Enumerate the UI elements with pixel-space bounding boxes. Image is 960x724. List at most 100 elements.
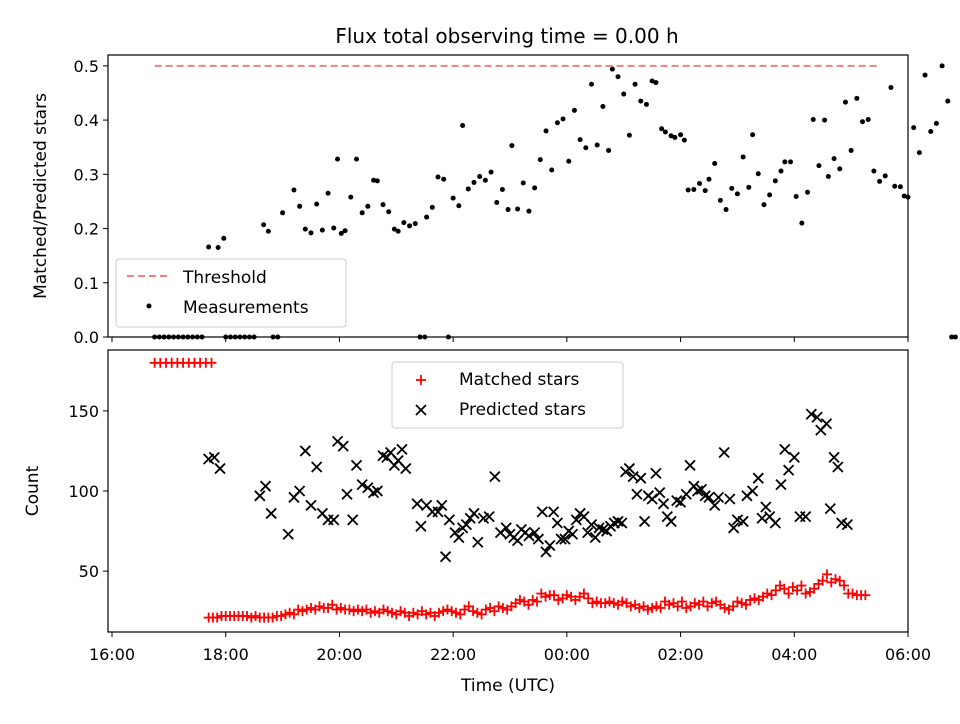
predicted-star-point: [453, 531, 465, 544]
bottom-x-tick-label: 06:00: [885, 645, 931, 664]
predicted-star-point: [585, 519, 598, 531]
measurement-point: [734, 191, 740, 197]
predicted-star-point: [367, 486, 380, 499]
predicted-star-point: [254, 490, 266, 502]
measurement-point: [594, 142, 600, 148]
legend-matched-swatch: [416, 375, 426, 385]
matched-star-point: [480, 604, 491, 615]
measurement-point: [952, 334, 958, 340]
measurement-point: [465, 186, 471, 192]
predicted-star-point: [788, 451, 800, 463]
predicted-star-point: [709, 499, 721, 512]
measurement-point: [865, 117, 871, 123]
measurement-point: [901, 193, 907, 199]
predicted-star-point: [356, 478, 368, 491]
measurement-point: [577, 137, 583, 143]
measurement-point: [822, 117, 828, 123]
legend-predicted-swatch: [415, 404, 427, 416]
measurement-point: [831, 156, 837, 162]
measurement-point: [621, 91, 627, 97]
predicted-star-point: [311, 461, 323, 473]
predicted-star-point: [460, 519, 473, 531]
matched-star-point: [634, 602, 645, 613]
matched-star-point: [796, 580, 807, 591]
measurement-point: [842, 99, 848, 105]
matched-star-point: [651, 601, 662, 612]
measurement-point: [767, 192, 773, 198]
measurement-point: [412, 221, 418, 227]
measurement-point: [537, 157, 543, 163]
measurement-point: [778, 168, 784, 174]
predicted-star-point: [654, 486, 666, 499]
matched-star-point: [532, 596, 543, 607]
measurement-point: [782, 159, 788, 165]
matched-star-point: [617, 596, 628, 607]
matched-star-point: [365, 607, 376, 618]
bottom-x-tick-label: 02:00: [658, 645, 704, 664]
measurement-point: [697, 181, 703, 187]
measurement-point: [702, 188, 708, 194]
bottom-y-tick-label: 100: [68, 482, 99, 501]
matched-star-point: [301, 604, 312, 615]
measurement-point: [854, 95, 860, 101]
predicted-star-point: [299, 445, 311, 457]
matched-star-point: [834, 575, 845, 586]
matched-star-point: [293, 604, 304, 615]
measurement-point: [460, 123, 466, 128]
matched-star-point: [246, 612, 257, 623]
measurement-point: [911, 125, 917, 131]
measurement-point: [583, 145, 589, 151]
predicted-star-point: [371, 485, 383, 497]
measurement-point: [681, 137, 687, 143]
measurement-point: [435, 174, 441, 180]
predicted-star-point: [436, 499, 448, 512]
measurement-point: [325, 190, 331, 196]
matched-star-point: [357, 606, 368, 617]
predicted-star-point: [779, 443, 791, 455]
measurement-point: [297, 203, 303, 209]
measurement-point: [706, 176, 712, 182]
measurement-point: [750, 132, 756, 138]
measurement-point: [560, 116, 566, 122]
measurement-point: [456, 203, 462, 209]
measurement-point: [331, 225, 337, 231]
predicted-star-point: [597, 523, 609, 536]
predicted-star-point: [214, 462, 226, 475]
measurement-point: [653, 80, 659, 86]
matched-star-point: [489, 606, 500, 617]
predicted-star-point: [728, 522, 740, 534]
top-y-tick-label: 0.2: [74, 220, 99, 239]
predicted-star-point: [684, 459, 696, 472]
matched-star-point: [821, 569, 832, 580]
measurement-point: [897, 184, 903, 190]
matched-star-point: [378, 604, 389, 615]
matched-star-point: [719, 602, 730, 613]
predicted-star-point: [529, 527, 541, 539]
measurement-point: [471, 179, 477, 185]
predicted-star-point: [760, 501, 772, 513]
predicted-star-point: [547, 506, 560, 518]
measurement-point: [353, 156, 359, 162]
measurement-point: [668, 133, 674, 139]
measurement-point: [837, 166, 843, 172]
measurement-point: [365, 203, 371, 209]
legend-matched-label: Matched stars: [459, 370, 579, 390]
predicted-star-point: [443, 514, 455, 526]
matched-star-point: [306, 602, 316, 613]
measurement-point: [338, 230, 344, 236]
matched-star-point: [514, 594, 525, 605]
matched-star-point: [455, 609, 466, 620]
matched-star-point: [497, 602, 508, 613]
matched-star-point: [468, 606, 479, 617]
predicted-star-point: [415, 520, 427, 532]
matched-star-point: [297, 606, 308, 617]
predicted-star-point: [616, 517, 628, 529]
bottom-plot-area: 50 100 150 16:00 18:00 20:00 22:00 00:00 02:00 04…: [68, 357, 931, 664]
matched-star-point: [408, 607, 419, 618]
predicted-star-point: [400, 462, 412, 475]
measurement-point: [520, 180, 526, 186]
predicted-star-point: [439, 551, 452, 563]
measurement-point: [554, 120, 560, 126]
measurement-point: [746, 184, 752, 190]
measurement-point: [609, 66, 615, 72]
